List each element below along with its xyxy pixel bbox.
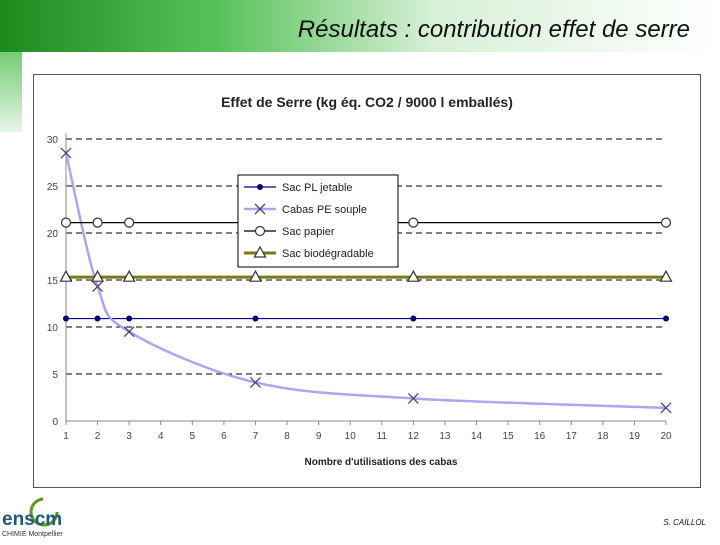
data-point-cross [92,281,104,293]
y-tick-label: 0 [52,417,58,428]
ensc-logo: enscm CHIMIE Montpellier [0,496,110,540]
y-tick-label: 5 [52,370,58,381]
x-tick-label: 1 [63,431,69,442]
data-point-circle [660,217,672,228]
y-tick-label: 10 [47,323,59,334]
y-tick-label: 20 [47,229,59,240]
legend-label: Cabas PE souple [282,204,367,216]
cross-stroke [254,203,266,215]
data-point-triangle [253,245,267,258]
x-tick-label: 4 [158,431,164,442]
data-point-circle [124,217,135,228]
data-point-circle [408,217,419,228]
legend-label: Sac PL jetable [282,182,353,194]
data-point-dot [252,315,259,322]
x-axis-label: Nombre d'utilisations des cabas [305,457,458,468]
x-tick-label: 20 [660,431,672,442]
x-tick-label: 11 [377,431,388,442]
x-tick-label: 14 [471,431,483,442]
data-point-triangle [406,269,420,282]
data-point-circle [92,217,103,228]
series-0 [63,315,669,322]
chart: Effet de Serre (kg éq. CO2 / 9000 l emba… [47,94,673,468]
cross-stroke [407,392,419,404]
slide-title: Résultats : contribution effet de serre [297,16,690,43]
data-point-dot [663,315,669,322]
logo-main-text: enscm [2,509,62,530]
data-point-dot [410,315,417,322]
chart-frame: Effet de Serre (kg éq. CO2 / 9000 l emba… [33,74,701,488]
cross-stroke [250,377,261,388]
logo-ring [29,497,59,527]
x-tick-label: 13 [439,431,451,442]
data-point-triangle [91,269,105,282]
data-point-cross [123,326,135,338]
cross-stroke [92,281,104,293]
series-3 [59,269,673,282]
legend-label: Sac papier [282,226,335,238]
x-tick-label: 19 [629,431,641,442]
x-tick-label: 18 [597,431,609,442]
data-point-circle [254,225,266,237]
data-point-cross [254,203,266,215]
data-point-triangle [248,269,262,282]
x-tick-label: 3 [126,431,132,442]
data-point-dot [63,315,69,322]
x-tick-label: 2 [95,431,101,442]
x-tick-label: 8 [284,431,290,442]
x-tick-label: 9 [316,431,322,442]
x-tick-label: 15 [503,431,515,442]
legend-label: Sac biodégradable [282,248,374,260]
x-tick-label: 5 [190,431,196,442]
cross-stroke [660,402,672,414]
data-point-dot [257,184,263,190]
header-band [0,0,720,52]
chart-title: Effet de Serre (kg éq. CO2 / 9000 l emba… [221,94,513,110]
data-point-dot [94,315,101,322]
x-tick-label: 7 [253,431,259,442]
x-tick-label: 10 [345,431,357,442]
data-point-triangle [122,269,136,282]
logo-sub-text: CHIMIE Montpellier [2,531,63,538]
x-tick-label: 17 [566,431,578,442]
data-point-triangle [59,269,73,282]
x-tick-label: 6 [221,431,227,442]
cross-stroke [60,147,72,159]
x-tick-label: 16 [534,431,546,442]
data-point-circle [60,217,72,228]
y-tick-label: 30 [47,135,59,146]
author-credit: S. CAILLOL [663,518,706,527]
side-band [0,52,22,132]
data-point-cross [250,377,261,388]
cross-stroke [123,326,135,338]
y-tick-label: 15 [47,276,59,287]
data-point-cross [660,402,672,414]
data-point-triangle [659,269,673,282]
legend: Sac PL jetable Cabas PE souple Sac papier S… [237,174,399,268]
data-point-cross [407,392,419,404]
x-tick-label: 12 [408,431,420,442]
data-point-dot [126,315,133,322]
data-point-cross [60,147,72,159]
y-tick-label: 25 [47,182,59,193]
